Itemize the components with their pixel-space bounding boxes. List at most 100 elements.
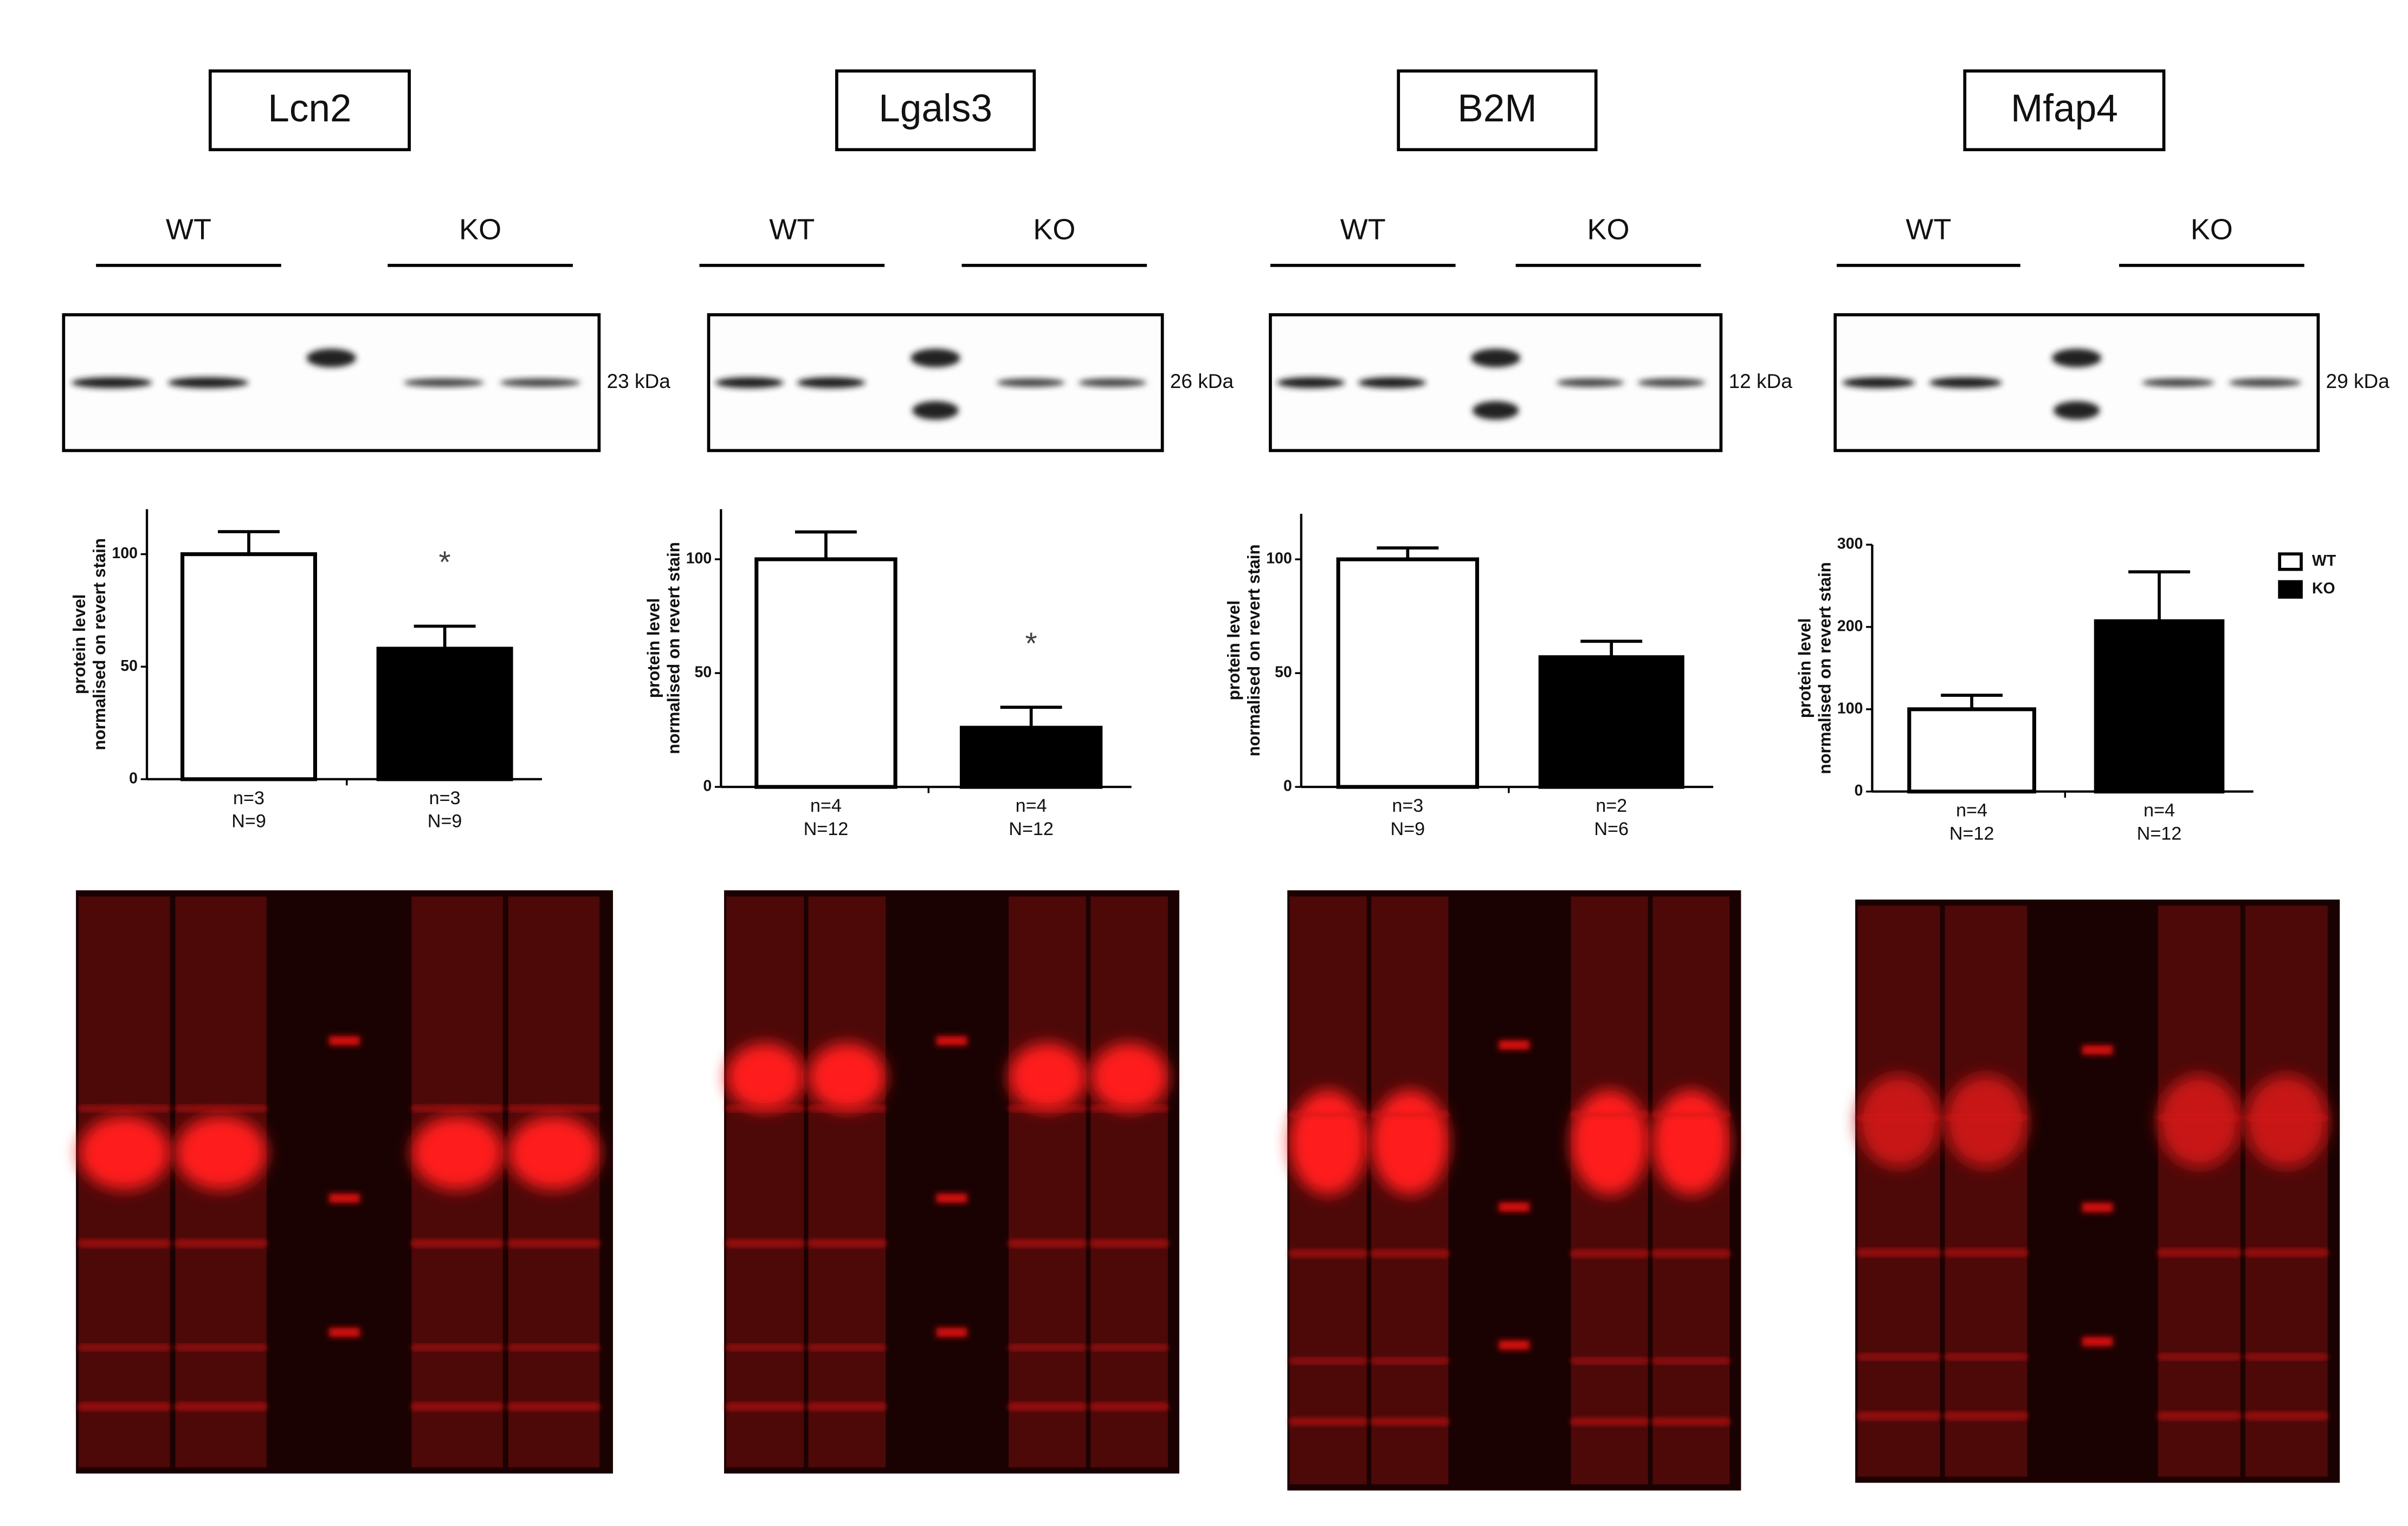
ladder-band bbox=[2053, 401, 2100, 420]
protein-band bbox=[72, 377, 152, 389]
y-axis-label-line: normalised on revert stain bbox=[1244, 544, 1263, 756]
stain-minor-band bbox=[1371, 1112, 1449, 1117]
stain-major-band bbox=[1571, 1090, 1648, 1195]
bar bbox=[180, 552, 318, 781]
stain-major-band bbox=[808, 1043, 886, 1111]
protein-band bbox=[997, 378, 1065, 387]
stain-minor-band bbox=[1289, 1250, 1367, 1257]
group-label: WT bbox=[1340, 213, 1386, 245]
bar bbox=[2094, 619, 2225, 794]
stain-lane bbox=[2158, 906, 2241, 1477]
protein-band bbox=[1556, 378, 1624, 387]
protein-band bbox=[1842, 377, 1915, 389]
stain-minor-band bbox=[726, 1345, 804, 1350]
x-tick-label: n=4 bbox=[1016, 796, 1047, 816]
ladder-mark bbox=[2082, 1337, 2113, 1347]
stain-minor-band bbox=[1945, 1249, 2028, 1256]
stain-minor-band bbox=[1371, 1358, 1449, 1363]
stain-minor-band bbox=[1371, 1250, 1449, 1257]
stain-minor-band bbox=[1652, 1250, 1730, 1257]
protein-band bbox=[167, 377, 249, 389]
stain-minor-band bbox=[2158, 1115, 2241, 1120]
stain-minor-band bbox=[1857, 1413, 1940, 1419]
x-tick-sublabel: N=12 bbox=[1949, 823, 1994, 844]
y-tick-label: 200 bbox=[1837, 617, 1863, 635]
stain-minor-band bbox=[1945, 1115, 2028, 1120]
ladder-band bbox=[912, 401, 959, 420]
stain-minor-band bbox=[175, 1345, 267, 1350]
legend-swatch bbox=[2278, 552, 2303, 571]
ladder-band bbox=[2052, 348, 2102, 367]
significance-marker: * bbox=[1025, 626, 1037, 661]
title-box bbox=[1963, 69, 2166, 152]
stain-minor-band bbox=[1857, 1354, 1940, 1360]
ladder-mark bbox=[936, 1036, 967, 1046]
x-tick-sublabel: N=9 bbox=[231, 811, 266, 832]
stain-minor-band bbox=[1571, 1358, 1648, 1363]
stain-minor-band bbox=[1090, 1404, 1168, 1410]
stain-major-band bbox=[79, 1115, 170, 1190]
stain-minor-band bbox=[1008, 1240, 1086, 1247]
stain-major-band bbox=[726, 1043, 804, 1111]
stain-minor-band bbox=[411, 1106, 503, 1111]
stain-minor-band bbox=[1289, 1112, 1367, 1117]
protein-band bbox=[797, 377, 866, 389]
y-tick-label: 50 bbox=[695, 664, 712, 681]
x-tick-sublabel: N=12 bbox=[1009, 819, 1054, 839]
stain-minor-band bbox=[508, 1345, 600, 1350]
group-label: KO bbox=[1033, 213, 1075, 245]
title-box bbox=[835, 69, 1036, 152]
ladder-band bbox=[1471, 348, 1521, 367]
y-tick-label: 100 bbox=[1837, 700, 1863, 717]
stain-major-band bbox=[2158, 1075, 2241, 1168]
stain-lane bbox=[808, 896, 886, 1467]
stain-lane bbox=[1090, 896, 1168, 1467]
stain-minor-band bbox=[508, 1404, 600, 1410]
stain-minor-band bbox=[1857, 1115, 1940, 1120]
protein-band bbox=[1358, 377, 1426, 389]
y-tick-label: 0 bbox=[129, 770, 138, 787]
stain-minor-band bbox=[2158, 1249, 2241, 1256]
stain-minor-band bbox=[1008, 1106, 1086, 1111]
stain-minor-band bbox=[1090, 1240, 1168, 1247]
stain-major-band bbox=[508, 1115, 600, 1190]
y-axis-label-line: protein level bbox=[1795, 618, 1814, 718]
y-axis-label-line: protein level bbox=[644, 598, 663, 698]
stain-minor-band bbox=[175, 1240, 267, 1247]
stain-minor-band bbox=[1857, 1249, 1940, 1256]
stain-lane bbox=[726, 896, 804, 1467]
stain-minor-band bbox=[808, 1240, 886, 1247]
protein-band bbox=[2229, 378, 2302, 387]
ladder-mark bbox=[329, 1193, 360, 1203]
group-label: KO bbox=[1587, 213, 1629, 245]
y-axis-label: protein level normalised on revert stain bbox=[70, 538, 109, 751]
x-tick-label: n=4 bbox=[1956, 800, 1987, 821]
stain-minor-band bbox=[2245, 1249, 2328, 1256]
y-tick-label: 50 bbox=[1275, 664, 1292, 681]
ladder-mark bbox=[1499, 1202, 1530, 1212]
x-tick-sublabel: N=9 bbox=[1391, 819, 1425, 839]
stain-major-band bbox=[1857, 1075, 1940, 1168]
bar bbox=[1538, 655, 1684, 789]
stain-major-band bbox=[1289, 1090, 1367, 1195]
protein-band bbox=[715, 377, 784, 389]
stain-major-band bbox=[1945, 1075, 2028, 1168]
ladder-mark bbox=[1499, 1040, 1530, 1050]
x-tick-label: n=4 bbox=[810, 796, 842, 816]
y-axis-label: protein level normalised on revert stain bbox=[1224, 544, 1263, 756]
bar bbox=[959, 726, 1103, 789]
y-tick-label: 0 bbox=[1854, 782, 1863, 799]
y-tick-label: 100 bbox=[112, 545, 138, 562]
stain-minor-band bbox=[726, 1404, 804, 1410]
stain-minor-band bbox=[1945, 1354, 2028, 1360]
stain-major-band bbox=[175, 1115, 267, 1190]
stain-major-band bbox=[2245, 1075, 2328, 1168]
stain-minor-band bbox=[79, 1345, 170, 1350]
protein-band bbox=[403, 378, 484, 387]
title-box bbox=[1397, 69, 1598, 152]
group-label: KO bbox=[459, 213, 501, 245]
ladder-mark bbox=[936, 1328, 967, 1337]
stain-lane bbox=[1857, 906, 1940, 1477]
stain-major-band bbox=[411, 1115, 503, 1190]
